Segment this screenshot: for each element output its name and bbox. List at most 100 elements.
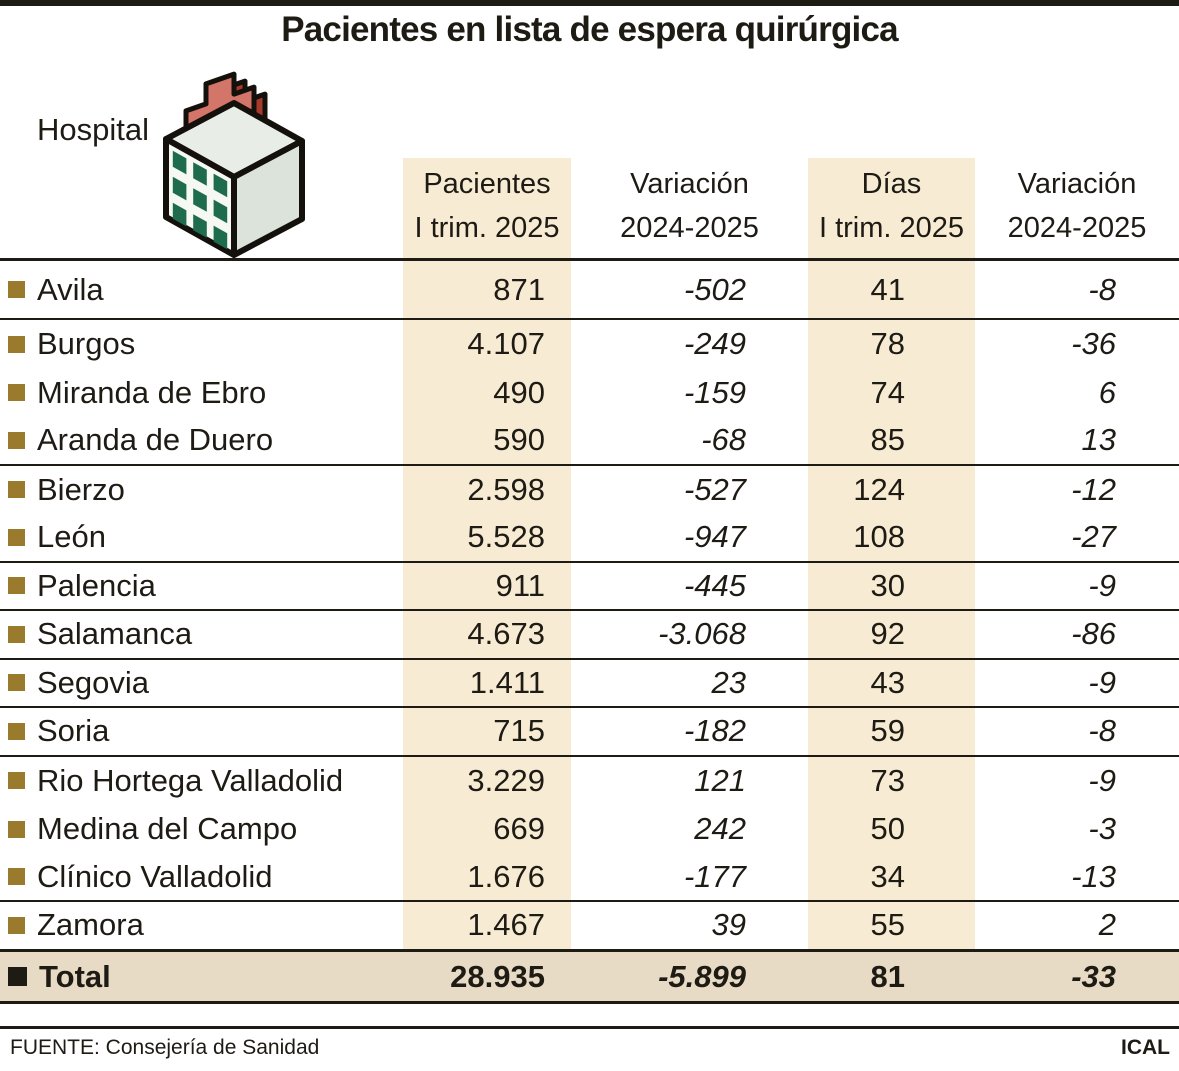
- dias-value: 59: [870, 713, 905, 749]
- dias-value: 85: [870, 422, 905, 458]
- hospital-name: Clínico Valladolid: [37, 858, 273, 894]
- page-title: Pacientes en lista de espera quirúrgica: [281, 10, 898, 49]
- variacion-dias-value: 6: [1098, 374, 1116, 410]
- variacion-dias-value: -9: [1088, 762, 1116, 798]
- variacion-dias-value: -36: [1071, 326, 1116, 362]
- dias-highlight-band: [808, 158, 975, 950]
- pacientes-value: 490: [493, 374, 545, 410]
- total-pacientes-value: 28.935: [450, 958, 545, 994]
- variacion-pacientes-value: 121: [694, 762, 746, 798]
- hospital-name: Aranda de Duero: [37, 422, 274, 458]
- hospital-name: Medina del Campo: [37, 811, 298, 847]
- table-row: Rio Hortega Valladolid 3.229 121 73 -9: [0, 757, 1179, 806]
- table-row: Segovia 1.411 23 43 -9: [0, 660, 1179, 708]
- dias-value: 34: [870, 858, 905, 894]
- col-header-variacion-pacientes: Variación 2024-2025: [620, 168, 759, 244]
- col-header-variacion-dias: Variación 2024-2025: [1007, 168, 1147, 244]
- total-variacion-dias-value: -33: [1071, 958, 1116, 994]
- table-row: Soria 715 -182 59 -8: [0, 708, 1179, 757]
- dias-value: 92: [870, 616, 905, 652]
- variacion-dias-value: -12: [1071, 471, 1116, 507]
- source-text: FUENTE: Consejería de Sanidad: [10, 1036, 320, 1059]
- building-windows: [172, 150, 228, 250]
- row-bullet-icon: [8, 868, 25, 886]
- dias-value: 50: [870, 811, 905, 847]
- variacion-pacientes-value: -177: [683, 858, 746, 894]
- hospital-name: Burgos: [37, 326, 136, 362]
- variacion-dias-value: -13: [1071, 858, 1116, 894]
- row-bullet-icon: [8, 674, 25, 692]
- pacientes-value: 871: [493, 271, 545, 307]
- variacion-pacientes-value: -502: [683, 271, 746, 307]
- col-header-pacientes: Pacientes I trim. 2025: [414, 168, 560, 244]
- variacion-dias-value: 2: [1098, 907, 1116, 943]
- row-bullet-icon: [8, 722, 25, 740]
- variacion-dias-value: 13: [1081, 422, 1116, 458]
- dias-value: 73: [870, 762, 905, 798]
- pacientes-value: 4.107: [467, 326, 545, 362]
- total-label: Total: [39, 958, 111, 994]
- hospital-name: Rio Hortega Valladolid: [37, 762, 344, 798]
- hospital-building-icon: [158, 55, 313, 260]
- dias-value: 78: [870, 326, 905, 362]
- hospital-name: León: [37, 519, 106, 555]
- dias-value: 41: [870, 271, 905, 307]
- row-bullet-icon: [8, 481, 25, 499]
- row-bullet-icon: [8, 916, 25, 934]
- hospital-name: Avila: [37, 271, 104, 307]
- table-row: Medina del Campo 669 242 50 -3: [0, 805, 1179, 854]
- hospital-name: Zamora: [37, 907, 144, 943]
- hospital-name: Bierzo: [37, 471, 125, 507]
- variacion-pacientes-value: -947: [683, 519, 746, 555]
- variacion-pacientes-value: -527: [683, 471, 746, 507]
- variacion-dias-value: -86: [1071, 616, 1116, 652]
- table-row: Bierzo 2.598 -527 124 -12: [0, 466, 1179, 515]
- variacion-pacientes-value: -445: [683, 567, 746, 603]
- header-spacer: [0, 162, 403, 250]
- dias-value: 43: [870, 664, 905, 700]
- dias-value: 108: [853, 519, 905, 555]
- table-body: Avila 871 -502 41 -8 Burgos 4.107 -249 78 -36 Mira…: [0, 258, 1179, 951]
- pacientes-value: 1.467: [467, 907, 545, 943]
- total-row: Total 28.935 -5.899 81 -33: [0, 950, 1179, 1004]
- pacientes-value: 4.673: [467, 616, 545, 652]
- dias-value: 124: [853, 471, 905, 507]
- hospital-name: Palencia: [37, 567, 156, 603]
- variacion-dias-value: -3: [1088, 811, 1116, 847]
- pacientes-value: 669: [493, 811, 545, 847]
- dias-value: 74: [870, 374, 905, 410]
- row-bullet-icon: [8, 820, 25, 838]
- variacion-pacientes-value: -68: [701, 422, 746, 458]
- variacion-pacientes-value: -182: [683, 713, 746, 749]
- table-row: Burgos 4.107 -249 78 -36: [0, 320, 1179, 369]
- table-row: Clínico Valladolid 1.676 -177 34 -13: [0, 854, 1179, 902]
- table-row: Zamora 1.467 39 55 2: [0, 902, 1179, 951]
- row-bullet-icon: [8, 625, 25, 643]
- variacion-pacientes-value: -3.068: [658, 616, 746, 652]
- hospital-name: Salamanca: [37, 616, 193, 652]
- hospital-name: Miranda de Ebro: [37, 374, 267, 410]
- row-bullet-icon: [8, 384, 25, 402]
- hospital-column-label: Hospital: [37, 112, 149, 147]
- pacientes-highlight-band: [403, 158, 571, 950]
- table-row: León 5.528 -947 108 -27: [0, 514, 1179, 563]
- variacion-pacientes-value: -159: [683, 374, 746, 410]
- variacion-dias-value: -27: [1071, 519, 1116, 555]
- dias-value: 30: [870, 567, 905, 603]
- col-header-dias: Días I trim. 2025: [818, 168, 965, 244]
- variacion-pacientes-value: 39: [711, 907, 746, 943]
- row-bullet-icon: [8, 431, 25, 449]
- variacion-pacientes-value: 23: [711, 664, 746, 700]
- pacientes-value: 3.229: [467, 762, 545, 798]
- table-row: Avila 871 -502 41 -8: [0, 261, 1179, 320]
- pacientes-value: 911: [495, 567, 545, 603]
- variacion-pacientes-value: 242: [694, 811, 746, 847]
- row-bullet-icon: [8, 281, 25, 298]
- variacion-dias-value: -9: [1088, 567, 1116, 603]
- pacientes-value: 715: [493, 713, 545, 749]
- table-header: Pacientes I trim. 2025 Variación 2024-20…: [0, 162, 1179, 250]
- total-bullet-icon: [8, 967, 27, 986]
- pacientes-value: 1.411: [469, 664, 545, 700]
- pacientes-value: 2.598: [467, 471, 545, 507]
